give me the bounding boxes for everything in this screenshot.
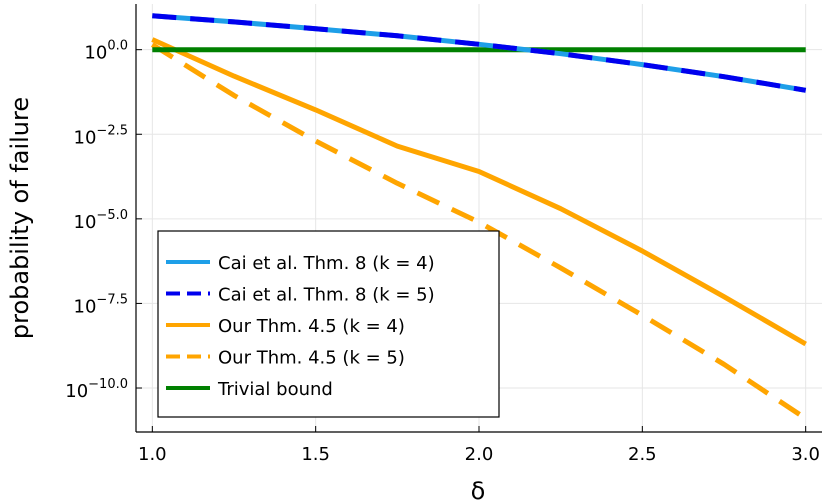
series-line-1 — [152, 13, 807, 93]
series-lines — [150, 13, 808, 421]
x-tick-label: 2.5 — [628, 444, 657, 465]
ticks: 1.0 1.5 2.0 2.5 3.0100.010−2.510−5.010−7.510… — [65, 39, 820, 465]
series-line-2 — [151, 37, 807, 347]
legend-label: Cai et al. Thm. 8 (k = 5) — [218, 285, 435, 306]
y-tick-base: 10 — [74, 127, 97, 148]
x-axis-title: δ — [471, 477, 486, 503]
y-tick-label: 10−10.0 — [65, 377, 128, 402]
y-tick-label: 100.0 — [84, 39, 128, 64]
y-tick-exponent: −10.0 — [88, 377, 128, 392]
legend-label: Our Thm. 4.5 (k = 5) — [218, 348, 405, 369]
y-tick-exponent: −2.5 — [96, 123, 128, 138]
y-tick-label: 10−7.5 — [74, 292, 128, 317]
y-tick-label: 10−2.5 — [74, 123, 128, 148]
series-line-3 — [150, 42, 808, 421]
x-tick-label: 1.5 — [301, 444, 330, 465]
y-tick-base: 10 — [65, 381, 88, 402]
y-tick-base: 10 — [74, 212, 97, 233]
legend-label: Our Thm. 4.5 (k = 4) — [218, 316, 405, 337]
y-tick-exponent: −7.5 — [96, 292, 128, 307]
x-tick-label: 2.0 — [465, 444, 494, 465]
x-tick-label: 3.0 — [791, 444, 820, 465]
legend-label: Cai et al. Thm. 8 (k = 4) — [218, 253, 435, 274]
y-tick-label: 10−5.0 — [74, 208, 128, 233]
legend-label: Trivial bound — [217, 379, 333, 400]
y-tick-exponent: 0.0 — [107, 39, 128, 54]
legend-box — [157, 230, 500, 418]
x-tick-label: 1.0 — [138, 444, 167, 465]
y-tick-exponent: −5.0 — [96, 208, 128, 223]
legend: Cai et al. Thm. 8 (k = 4) Cai et al. Thm.… — [157, 230, 500, 418]
y-tick-base: 10 — [74, 296, 97, 317]
y-tick-base: 10 — [84, 43, 107, 64]
y-axis-title: probability of failure — [6, 97, 34, 339]
